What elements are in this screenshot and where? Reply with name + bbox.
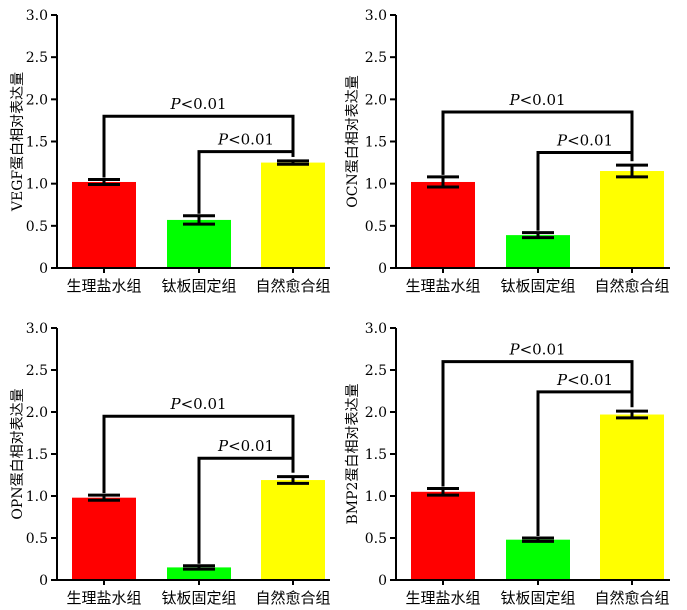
y-tick-label: 3.0 <box>365 8 387 24</box>
y-tick-label: 3.0 <box>365 321 387 337</box>
significance-label: P<0.01 <box>217 131 274 149</box>
y-tick-label: 0.5 <box>365 219 387 235</box>
x-category-label: 钛板固定组 <box>500 589 575 607</box>
x-category-label: 生理盐水组 <box>66 277 141 295</box>
x-category-label: 钛板固定组 <box>161 277 236 295</box>
y-tick-label: 1.0 <box>365 489 387 505</box>
significance-bracket-2 <box>197 456 295 564</box>
bar-3 <box>261 162 325 268</box>
y-tick-label: 0.5 <box>365 531 387 547</box>
x-category-label: 自然愈合组 <box>255 277 330 295</box>
y-tick-label: 1.0 <box>26 177 48 193</box>
significance-bracket-2 <box>536 390 634 536</box>
x-category-label: 生理盐水组 <box>405 277 480 295</box>
significance-label: P<0.01 <box>508 341 565 359</box>
y-tick-label: 1.0 <box>26 489 48 505</box>
significance-label: P<0.01 <box>169 95 226 113</box>
bar-1 <box>411 181 475 268</box>
bar-3 <box>600 171 664 268</box>
y-tick-label: 0.5 <box>26 219 48 235</box>
y-tick-label: 2.0 <box>365 405 387 421</box>
y-tick-label: 3.0 <box>26 8 48 24</box>
significance-label: P<0.01 <box>508 91 565 109</box>
x-category-label: 自然愈合组 <box>594 277 669 295</box>
y-tick-label: 0 <box>378 573 387 589</box>
y-tick-label: 2.5 <box>365 50 387 66</box>
bar-2 <box>167 219 231 268</box>
y-tick-label: 2.0 <box>26 405 48 421</box>
y-axis-title: OCN蛋白相对表达量 <box>345 75 361 207</box>
bar-1 <box>72 181 136 268</box>
x-category-label: 自然愈合组 <box>255 589 330 607</box>
bar-1 <box>411 491 475 580</box>
y-tick-label: 1.5 <box>26 447 48 463</box>
y-tick-label: 0.5 <box>26 531 48 547</box>
y-tick-label: 1.5 <box>365 135 387 151</box>
significance-label: P<0.01 <box>556 371 613 389</box>
x-category-label: 自然愈合组 <box>594 589 669 607</box>
significance-label: P<0.01 <box>556 131 613 149</box>
x-category-label: 生理盐水组 <box>405 589 480 607</box>
y-tick-label: 0 <box>39 261 48 277</box>
chart-panel-1: 0 0.5 1.0 1.5 2.0 2.5 3.0 生理盐水组 钛板固定组 自然愈合组 VEGF蛋白… <box>10 8 331 295</box>
significance-label: P<0.01 <box>169 395 226 413</box>
y-tick-label: 1.0 <box>365 177 387 193</box>
significance-bracket-1 <box>441 360 634 487</box>
y-tick-label: 1.5 <box>26 135 48 151</box>
y-axis-title: BMP2蛋白相对表达量 <box>345 384 361 525</box>
significance-bracket-2 <box>197 150 295 214</box>
y-tick-label: 3.0 <box>26 321 48 337</box>
y-tick-label: 2.0 <box>26 92 48 108</box>
bar-3 <box>600 414 664 580</box>
significance-bracket-1 <box>441 110 634 175</box>
bar-2 <box>506 539 570 580</box>
x-category-label: 生理盐水组 <box>66 589 141 607</box>
significance-label: P<0.01 <box>217 437 274 455</box>
y-tick-label: 2.5 <box>26 50 48 66</box>
bar-1 <box>72 497 136 580</box>
significance-bracket-1 <box>102 114 295 178</box>
significance-bracket-1 <box>102 414 295 494</box>
y-tick-label: 2.0 <box>365 92 387 108</box>
x-category-label: 钛板固定组 <box>161 589 236 607</box>
y-tick-label: 2.5 <box>26 363 48 379</box>
chart-panel-2: 0 0.5 1.0 1.5 2.0 2.5 3.0 生理盐水组 钛板固定组 自然愈合组 OCN蛋白相… <box>345 8 670 295</box>
significance-bracket-2 <box>536 150 634 231</box>
chart-panel-4: 0 0.5 1.0 1.5 2.0 2.5 3.0 生理盐水组 钛板固定组 自然愈合组 BMP2蛋白… <box>345 321 670 607</box>
bar-2 <box>506 235 570 268</box>
y-axis-title: VEGF蛋白相对表达量 <box>10 72 26 212</box>
chart-panel-3: 0 0.5 1.0 1.5 2.0 2.5 3.0 生理盐水组 钛板固定组 自然愈合组 OPN蛋白相… <box>10 321 331 607</box>
bar-3 <box>261 480 325 580</box>
y-tick-label: 2.5 <box>365 363 387 379</box>
y-axis-title: OPN蛋白相对表达量 <box>10 388 26 519</box>
x-category-label: 钛板固定组 <box>500 277 575 295</box>
y-tick-label: 0 <box>378 261 387 277</box>
y-tick-label: 0 <box>39 573 48 589</box>
y-tick-label: 1.5 <box>365 447 387 463</box>
